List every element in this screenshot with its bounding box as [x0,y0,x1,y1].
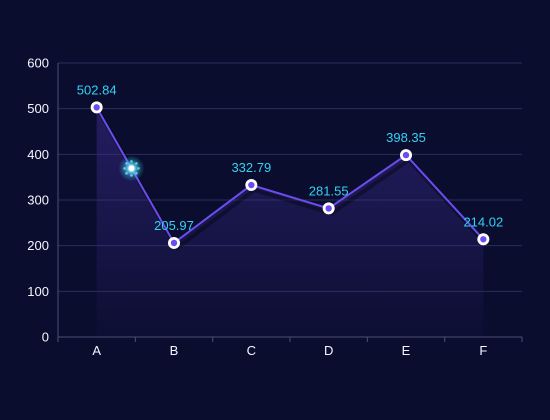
point-layer [90,101,490,249]
glow-sparkle [130,174,133,177]
y-tick-label: 300 [27,193,49,208]
label-layer: 502.84 205.97 332.79 281.55 398.35 214.02 [77,82,503,233]
data-label: 281.55 [309,183,349,198]
glow-sparkle [135,162,138,165]
x-tick-label: B [170,343,179,358]
y-tick-label: 0 [42,330,49,345]
glow-sparkle [130,160,133,163]
y-tick-label: 100 [27,284,49,299]
y-tick-label: 400 [27,147,49,162]
glow-sparkle [135,172,138,175]
data-label: 332.79 [231,160,271,175]
y-tick-label: 500 [27,101,49,116]
glow-sparkle [137,167,140,170]
data-label: 398.35 [386,130,426,145]
data-point-center [93,104,100,111]
axis-layer: 0 100 200 300 400 500 600 A B C D E F [27,56,523,358]
x-tick-label: E [402,343,411,358]
area-layer [96,107,484,337]
data-label: 205.97 [154,218,194,233]
area-fill [96,107,484,337]
data-point-center [325,205,332,212]
glow-sparkle [125,172,128,175]
x-tick-label: D [324,343,333,358]
data-point-center [248,181,255,189]
data-point-center [170,239,178,247]
y-tick-label: 200 [27,238,49,253]
glow-core [128,165,135,172]
line-layer [95,106,488,251]
data-label: 214.02 [463,214,503,229]
x-tick-label: C [247,343,256,358]
data-point-center [402,151,410,159]
glow-sparkle [125,162,128,165]
y-tick-label: 600 [27,56,49,71]
data-point-center [480,236,487,243]
series-line [95,106,485,245]
x-tick-label: A [92,343,101,358]
x-tick-label: F [479,343,487,358]
glow-sparkle [123,167,126,170]
glow-layer [118,155,145,182]
data-label: 502.84 [77,82,117,97]
